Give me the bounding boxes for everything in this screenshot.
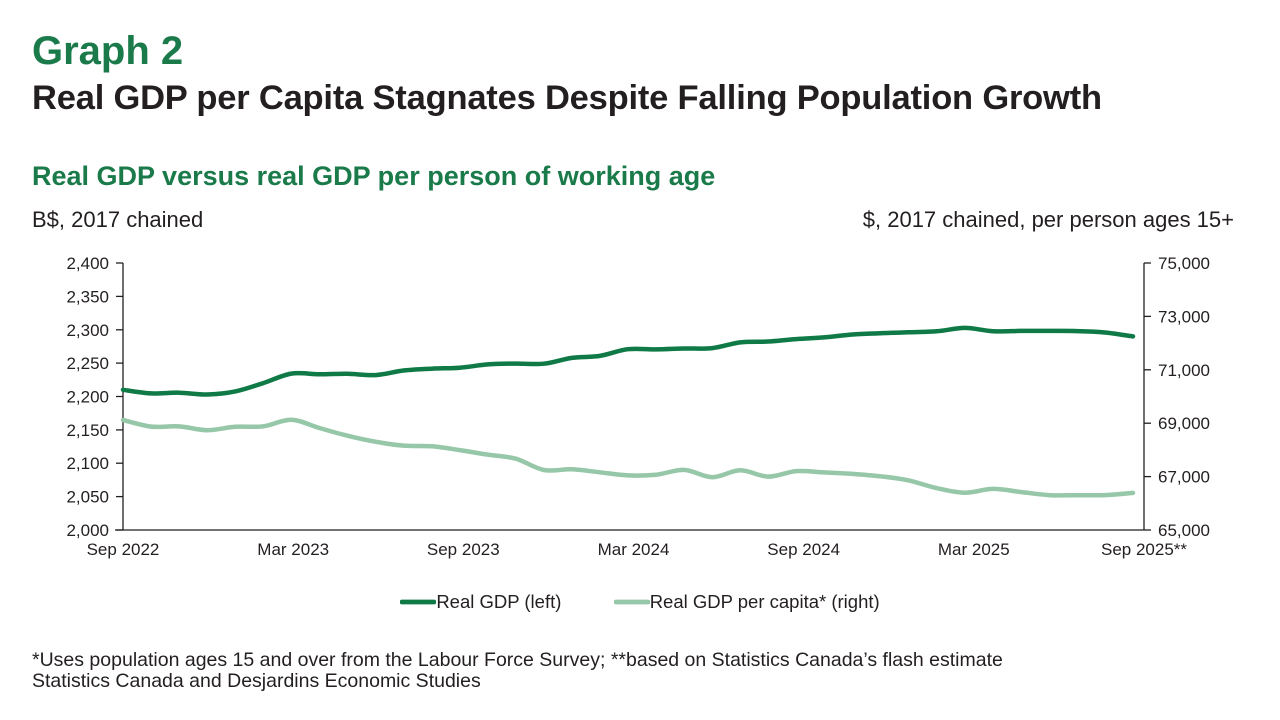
svg-text:2,000: 2,000 <box>66 521 109 540</box>
svg-text:69,000: 69,000 <box>1158 414 1210 433</box>
svg-text:67,000: 67,000 <box>1158 468 1210 487</box>
svg-text:2,300: 2,300 <box>66 321 109 340</box>
svg-text:Mar 2023: Mar 2023 <box>257 540 329 559</box>
svg-text:65,000: 65,000 <box>1158 521 1210 540</box>
svg-text:2,200: 2,200 <box>66 388 109 407</box>
svg-text:2,150: 2,150 <box>66 421 109 440</box>
svg-text:Mar 2025: Mar 2025 <box>938 540 1010 559</box>
svg-text:2,050: 2,050 <box>66 488 109 507</box>
svg-text:2,400: 2,400 <box>66 254 109 273</box>
svg-text:Sep 2025**: Sep 2025** <box>1101 540 1187 559</box>
svg-text:Sep 2023: Sep 2023 <box>427 540 500 559</box>
svg-text:75,000: 75,000 <box>1158 254 1210 273</box>
svg-text:Sep 2022: Sep 2022 <box>87 540 160 559</box>
svg-text:Sep 2024: Sep 2024 <box>767 540 840 559</box>
svg-text:2,100: 2,100 <box>66 454 109 473</box>
svg-text:2,350: 2,350 <box>66 287 109 306</box>
svg-text:71,000: 71,000 <box>1158 361 1210 380</box>
svg-text:Mar 2024: Mar 2024 <box>598 540 670 559</box>
svg-text:73,000: 73,000 <box>1158 307 1210 326</box>
svg-text:2,250: 2,250 <box>66 354 109 373</box>
